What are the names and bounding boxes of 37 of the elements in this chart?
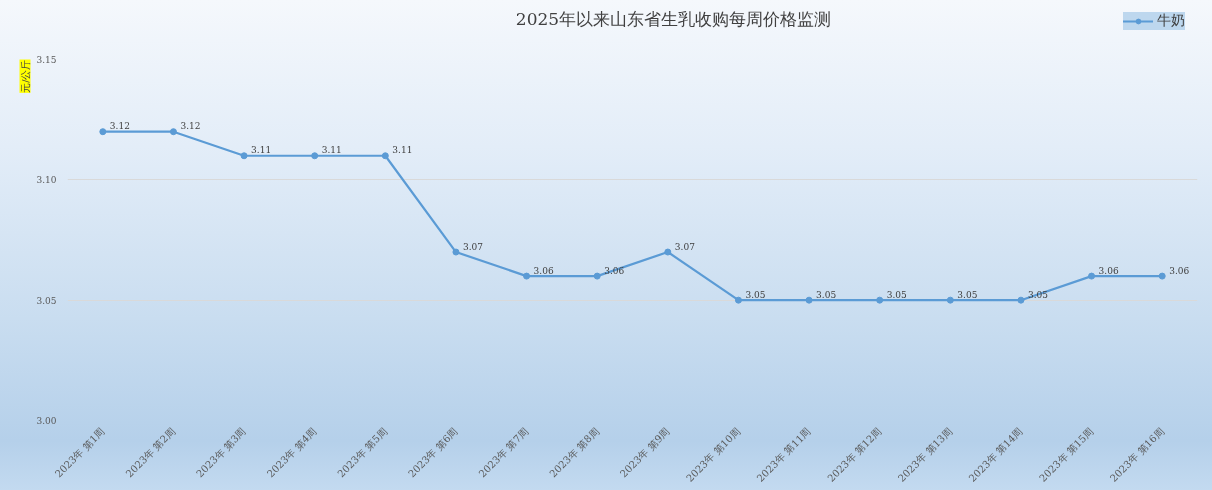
data-label: 3.12 [180, 121, 201, 132]
data-label: 3.07 [674, 241, 696, 252]
point [734, 296, 742, 304]
point [452, 248, 460, 256]
y-tick-label: 3.10 [36, 175, 57, 186]
point [381, 152, 389, 160]
data-label: 3.11 [392, 145, 413, 156]
point [805, 296, 813, 304]
point [664, 248, 672, 256]
chart-title: 2025年以来山东省生乳收购每周价格监测 [515, 8, 832, 29]
y-axis-title: 元/公斤 [19, 59, 31, 93]
point [1017, 296, 1025, 304]
data-label: 3.06 [533, 265, 554, 276]
point [1158, 272, 1166, 280]
y-tick-label: 3.00 [36, 416, 57, 426]
data-label: 3.11 [321, 145, 342, 156]
point [240, 152, 248, 160]
data-label: 3.11 [251, 145, 272, 156]
point [99, 128, 107, 136]
point [169, 128, 177, 136]
data-label: 3.06 [1169, 265, 1190, 276]
point [876, 296, 884, 304]
data-label: 3.07 [462, 241, 484, 252]
data-label: 3.05 [816, 289, 837, 300]
point [523, 272, 531, 280]
legend-label: 牛奶 [1157, 12, 1185, 30]
point [1088, 272, 1096, 280]
data-label: 3.12 [109, 121, 130, 132]
point [593, 272, 601, 280]
data-label: 3.05 [957, 289, 978, 300]
point [311, 152, 319, 160]
y-tick-label: 3.15 [36, 55, 57, 65]
point [946, 296, 954, 304]
data-label: 3.05 [886, 289, 907, 300]
data-label: 3.06 [1098, 265, 1119, 276]
data-label: 3.05 [745, 289, 766, 300]
y-tick-label: 3.05 [36, 295, 57, 306]
